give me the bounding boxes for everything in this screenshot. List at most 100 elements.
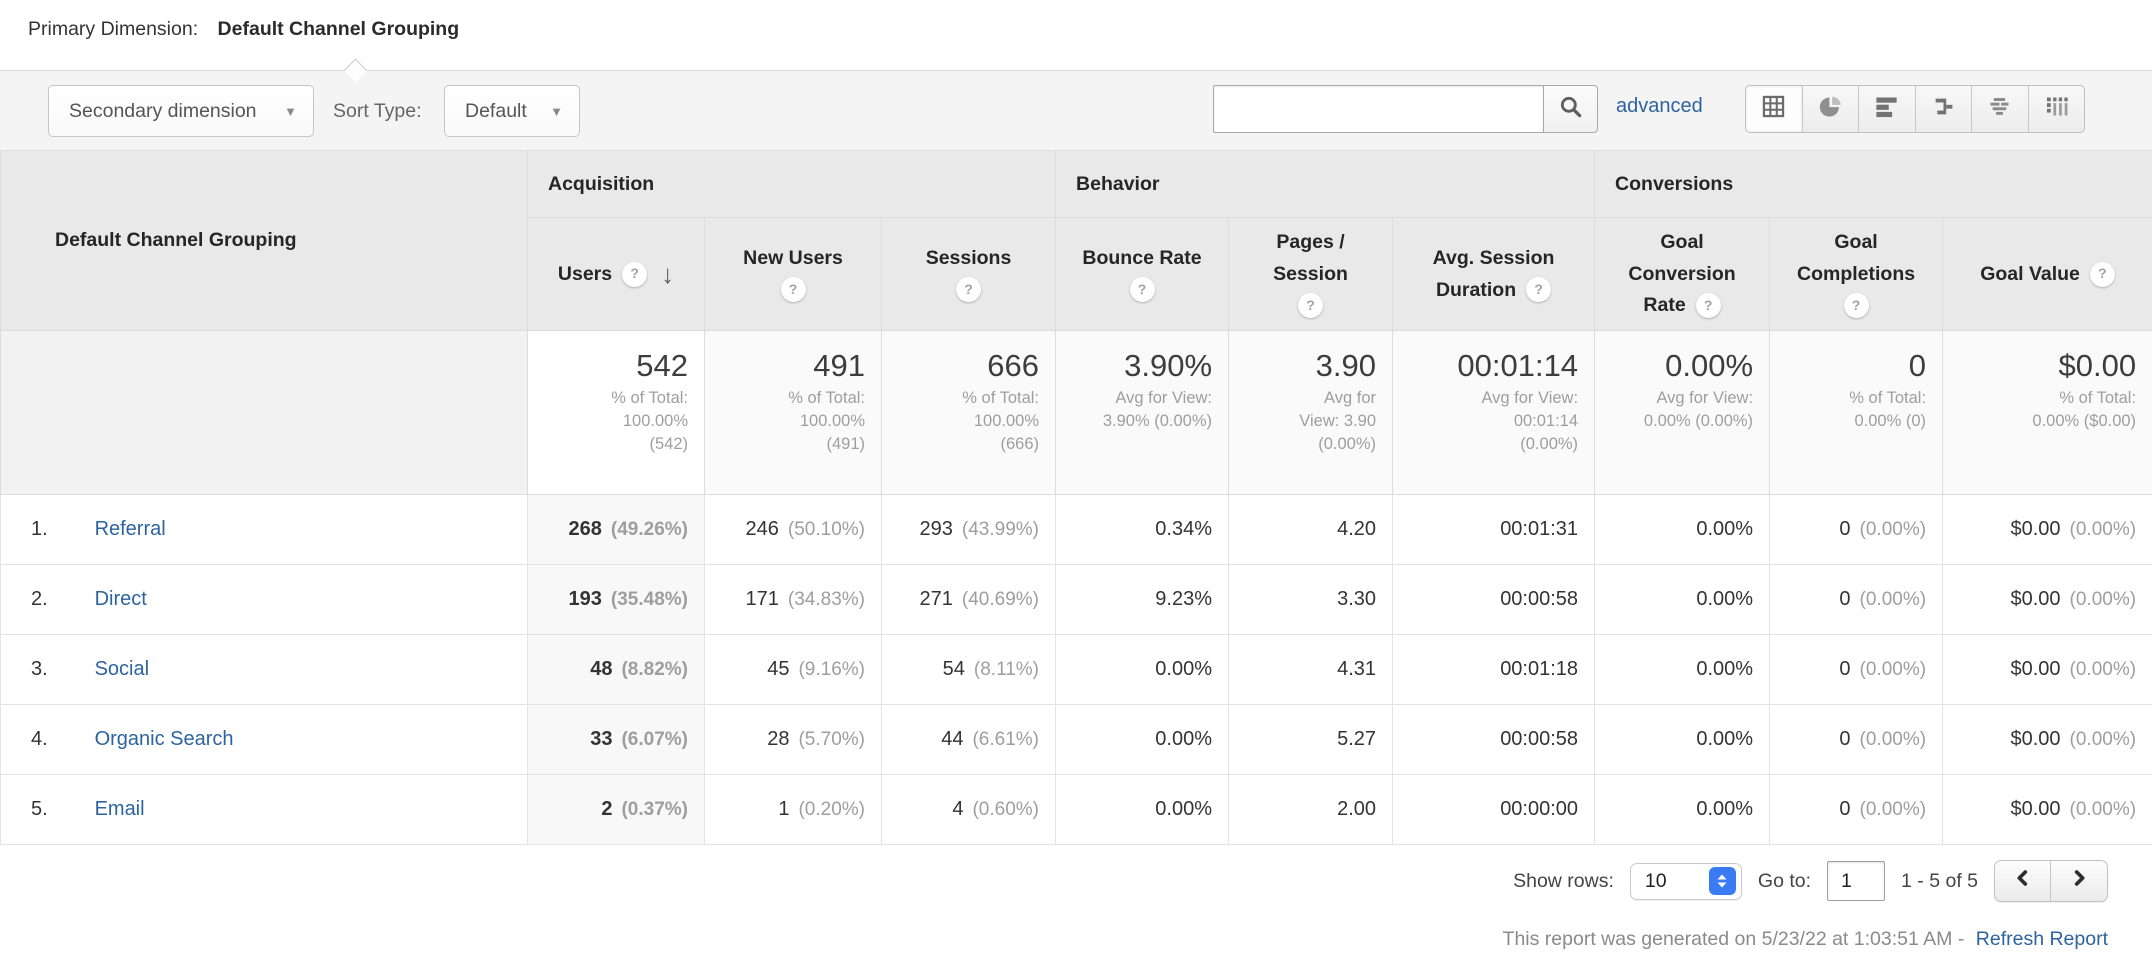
channel-link-organic-search[interactable]: Organic Search (94, 728, 234, 750)
cell-bounce-rate: 0.00% (1055, 774, 1230, 845)
help-icon[interactable]: ? (1526, 277, 1552, 303)
column-header-goal-value[interactable]: Goal Value ? (1942, 217, 2152, 331)
cell-pages-session: 4.31 (1228, 634, 1394, 705)
totals-sessions-cell: 666 % of Total: 100.00% (666) (880, 330, 1057, 495)
help-icon[interactable]: ? (1129, 277, 1155, 303)
cell-goal-value: $0.00 (0.00%) (1942, 704, 2152, 775)
report-toolbar: Secondary dimension ▼ Sort Type: Default… (0, 58, 2152, 150)
column-header-avg-session-duration[interactable]: Avg. Session Duration ? (1392, 217, 1596, 331)
sort-type-value: Default (465, 99, 527, 122)
chevron-left-icon (2012, 867, 2034, 895)
view-toggle-bar (1745, 85, 2085, 133)
help-icon[interactable]: ? (622, 261, 648, 287)
column-header-goal-completions[interactable]: Goal Completions ? (1769, 217, 1944, 331)
cell-new-users: 45 (9.16%) (704, 634, 882, 705)
cell-goal-value: $0.00 (0.00%) (1942, 774, 2152, 845)
search-input[interactable] (1213, 85, 1543, 133)
avg-session-duration-header-label: Avg. Session (1432, 246, 1555, 269)
row-number: 5. (31, 798, 48, 820)
goto-page-input[interactable] (1827, 861, 1886, 901)
generated-text: This report was generated on 5/23/22 at … (1502, 928, 1965, 950)
help-icon[interactable]: ? (1843, 292, 1869, 318)
cell-channel: 4. Organic Search (0, 704, 528, 775)
help-icon[interactable]: ? (2089, 261, 2115, 287)
cell-goal-completions: 0 (0.00%) (1769, 774, 1944, 845)
cell-sessions: 54 (8.11%) (880, 634, 1057, 705)
secondary-dimension-button[interactable]: Secondary dimension ▼ (48, 85, 314, 137)
performance-view-button[interactable] (1859, 86, 1916, 132)
cell-avg-session-duration: 00:01:31 (1392, 494, 1596, 565)
channel-link-email[interactable]: Email (94, 798, 145, 820)
cell-goal-value: $0.00 (0.00%) (1942, 494, 2152, 565)
group-header-conversions: Conversions (1594, 150, 2152, 218)
primary-dimension-tab-default-channel-grouping[interactable]: Default Channel Grouping (217, 18, 460, 40)
table-row: 2. Direct 193 (35.48%) 171 (34.83%) 271 (40… (0, 564, 2152, 635)
table-view-button[interactable] (1746, 86, 1803, 132)
report-table: Default Channel Grouping Acquisition Beh… (0, 150, 2152, 845)
help-icon[interactable]: ? (1298, 292, 1324, 318)
help-icon[interactable]: ? (956, 277, 981, 303)
table-row: 3. Social 48 (8.82%) 45 (9.16%) 54 (8.11%) … (0, 634, 2152, 705)
cell-goal-conversion-rate: 0.00% (1594, 564, 1771, 635)
cell-users: 193 (35.48%) (527, 564, 705, 635)
cell-sessions: 4 (0.60%) (880, 774, 1057, 845)
help-icon[interactable]: ? (1695, 292, 1721, 318)
comparison-view-button[interactable] (1916, 86, 1972, 132)
previous-page-button[interactable] (1995, 861, 2051, 901)
show-rows-select[interactable]: 10 (1629, 862, 1742, 900)
show-rows-label: Show rows: (1513, 869, 1614, 892)
pivot-view-button[interactable] (2029, 86, 2085, 132)
cell-goal-completions: 0 (0.00%) (1769, 494, 1944, 565)
percentage-view-button[interactable] (1803, 86, 1859, 132)
table-grid-icon (1760, 93, 1787, 125)
pie-chart-icon (1817, 93, 1844, 125)
column-header-bounce-rate[interactable]: Bounce Rate ? (1055, 217, 1230, 331)
goto-label: Go to: (1757, 869, 1812, 892)
row-range-text: 1 - 5 of 5 (1901, 869, 1978, 892)
column-header-users[interactable]: Users ? ↓ (527, 217, 705, 331)
refresh-report-link[interactable]: Refresh Report (1975, 928, 2108, 950)
cell-avg-session-duration: 00:00:00 (1392, 774, 1596, 845)
sort-type-label: Sort Type: (333, 99, 422, 122)
table-row: 5. Email 2 (0.37%) 1 (0.20%) 4 (0.60%) 0.00… (0, 774, 2152, 845)
advanced-search-link[interactable]: advanced (1616, 95, 1703, 117)
totals-row: 542 % of Total: 100.00% (542) 491 % of Tot… (0, 330, 2152, 495)
sort-type-dropdown[interactable]: Default ▼ (444, 85, 580, 137)
group-header-acquisition: Acquisition (526, 150, 1057, 218)
table-row: 4. Organic Search 33 (6.07%) 28 (5.70%) 44… (0, 704, 2152, 775)
help-icon[interactable]: ? (780, 277, 806, 303)
column-header-new-users[interactable]: New Users ? (704, 217, 882, 331)
chevron-right-icon (2068, 867, 2090, 895)
column-header-goal-conversion-rate[interactable]: Goal Conversion Rate ? (1594, 217, 1771, 331)
cell-pages-session: 2.00 (1228, 774, 1394, 845)
goal-completions-header-label: Goal (1834, 231, 1878, 254)
totals-bounce-rate-cell: 3.90% Avg for View: 3.90% (0.00%) (1055, 330, 1230, 495)
channel-link-referral[interactable]: Referral (94, 518, 166, 540)
goal-conversion-rate-header-label: Goal (1660, 231, 1704, 254)
report-generated-note: This report was generated on 5/23/22 at … (1503, 928, 2108, 951)
cell-goal-conversion-rate: 0.00% (1594, 634, 1771, 705)
totals-goal-conversion-rate-cell: 0.00% Avg for View: 0.00% (0.00%) (1594, 330, 1771, 495)
secondary-dimension-button-label: Secondary dimension (69, 99, 257, 122)
cell-goal-completions: 0 (0.00%) (1769, 704, 1944, 775)
search-button[interactable] (1543, 85, 1598, 133)
primary-dimension-bar: Primary Dimension: Default Channel Group… (0, 0, 2152, 70)
bounce-rate-header-label: Bounce Rate (1082, 246, 1202, 269)
column-header-pages-session[interactable]: Pages / Session ? (1228, 217, 1394, 331)
totals-avg-session-duration-cell: 00:01:14 Avg for View: 00:01:14 (0.00%) (1392, 330, 1596, 495)
cell-new-users: 171 (34.83%) (704, 564, 882, 635)
cell-users: 33 (6.07%) (527, 704, 705, 775)
cell-bounce-rate: 0.00% (1055, 704, 1230, 775)
cell-new-users: 246 (50.10%) (704, 494, 882, 565)
column-header-sessions[interactable]: Sessions ? (880, 217, 1057, 331)
cell-sessions: 293 (43.99%) (880, 494, 1057, 565)
term-cloud-view-button[interactable] (1972, 86, 2029, 132)
column-header-default-channel-grouping[interactable]: Default Channel Grouping (0, 150, 528, 331)
channel-link-social[interactable]: Social (94, 658, 150, 680)
cell-avg-session-duration: 00:00:58 (1392, 564, 1596, 635)
cell-goal-value: $0.00 (0.00%) (1942, 634, 2152, 705)
channel-link-direct[interactable]: Direct (94, 588, 147, 610)
cell-users: 2 (0.37%) (527, 774, 705, 845)
next-page-button[interactable] (2051, 861, 2107, 901)
